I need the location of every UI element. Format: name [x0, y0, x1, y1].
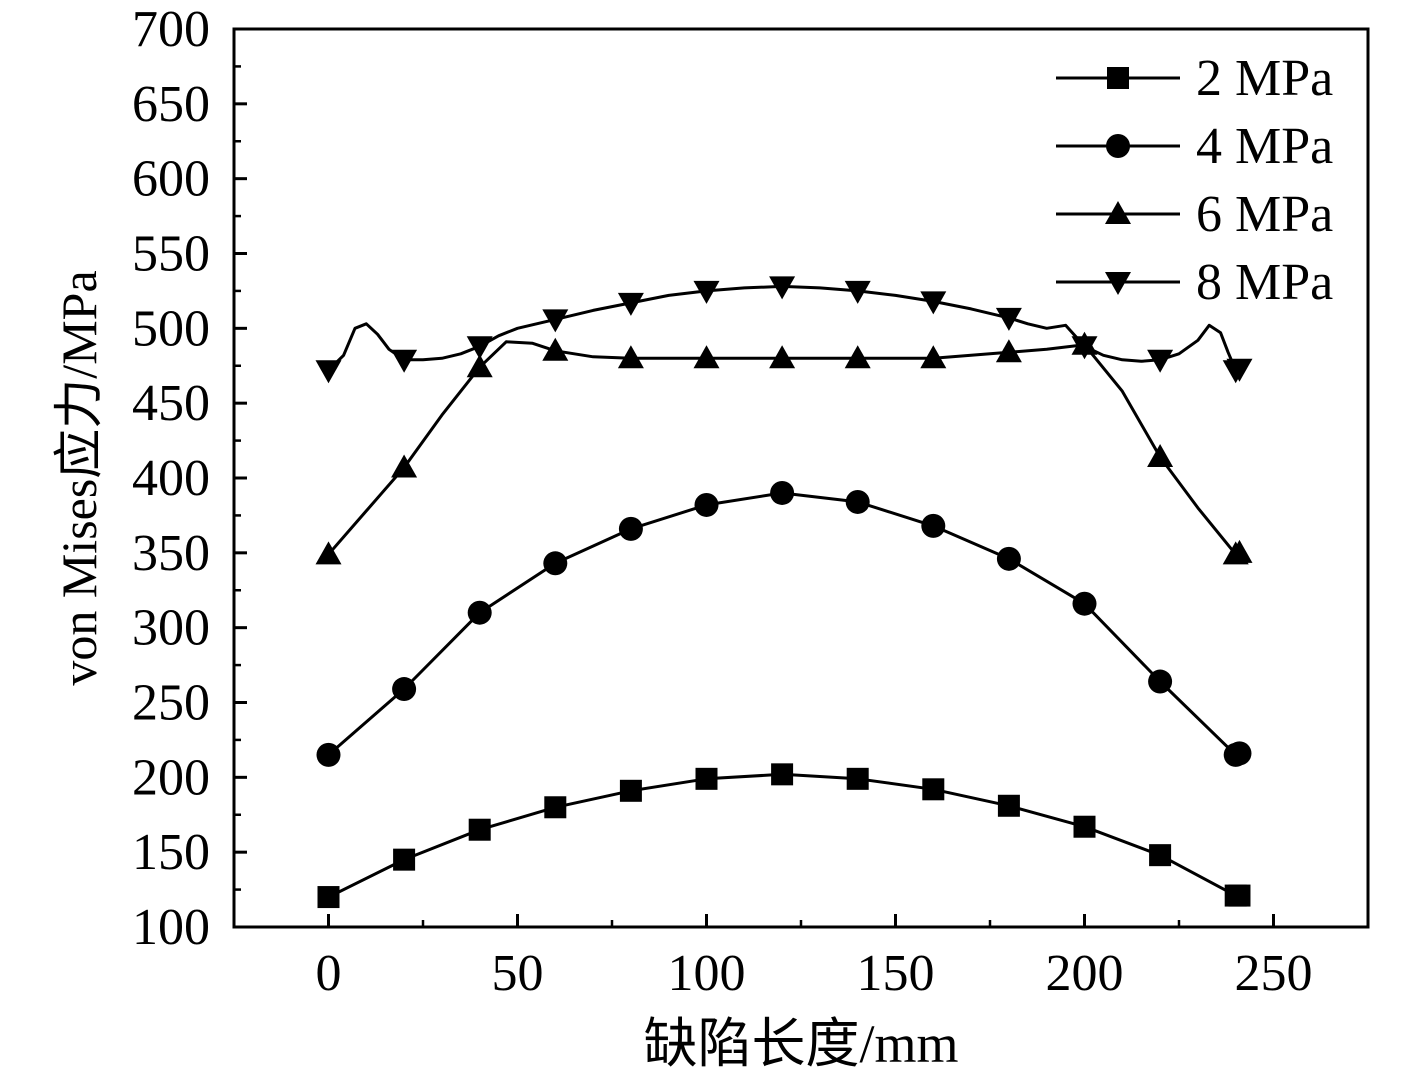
series-1: [317, 763, 1251, 909]
y-axis-label: von Mises应力/MPa: [51, 270, 107, 685]
series-layer: [315, 276, 1253, 909]
data-point: [543, 551, 568, 576]
data-point: [693, 345, 720, 369]
series-line: [327, 340, 1241, 556]
data-point: [693, 280, 720, 304]
legend-marker: [1107, 67, 1129, 89]
x-tick-label: 100: [668, 945, 746, 1002]
legend-item: 4 MPa: [1056, 118, 1333, 175]
series-3: [315, 331, 1253, 565]
legend: 2 MPa 4 MPa 6 MPa 8 MPa: [1056, 50, 1333, 311]
y-tick-label: 400: [132, 450, 210, 507]
data-point: [695, 767, 718, 790]
legend-item: 2 MPa: [1056, 50, 1333, 107]
data-point: [392, 677, 417, 702]
data-point: [468, 818, 491, 841]
data-point: [466, 354, 493, 378]
data-point: [844, 280, 871, 304]
legend-label: 8 MPa: [1196, 254, 1333, 311]
legend-label: 4 MPa: [1196, 118, 1333, 175]
data-point: [1149, 844, 1172, 867]
data-point: [1147, 444, 1174, 468]
data-point: [995, 307, 1022, 331]
legend-label: 2 MPa: [1196, 50, 1333, 107]
y-axis: 100 150 200 250 300 350 400 450 500 550 600 650 700: [132, 1, 247, 956]
data-point: [618, 516, 643, 541]
data-point: [619, 779, 642, 802]
data-point: [997, 794, 1020, 817]
y-tick-label: 550: [132, 226, 210, 283]
series-line: [327, 491, 1241, 757]
data-point: [316, 742, 341, 767]
data-point: [769, 276, 796, 300]
series-4: [315, 276, 1253, 384]
data-point: [920, 345, 947, 369]
y-tick-label: 700: [132, 1, 210, 58]
data-point: [542, 337, 569, 361]
data-point: [769, 345, 796, 369]
data-point: [771, 763, 794, 786]
x-tick-label: 0: [316, 945, 342, 1002]
data-point: [1148, 669, 1173, 694]
legend-marker: [1106, 134, 1130, 158]
y-tick-label: 300: [132, 600, 210, 657]
data-point: [921, 513, 946, 538]
x-tick-label: 50: [492, 945, 544, 1002]
y-tick-label: 650: [132, 76, 210, 133]
x-tick-label: 150: [857, 945, 935, 1002]
data-point: [317, 886, 340, 909]
data-point: [544, 796, 567, 819]
data-point: [1073, 815, 1096, 838]
data-point: [1072, 591, 1097, 616]
x-tick-label: 200: [1046, 945, 1124, 1002]
y-tick-label: 200: [132, 749, 210, 806]
data-point: [995, 339, 1022, 363]
data-point: [1227, 741, 1252, 766]
data-point: [1228, 884, 1251, 907]
data-point: [922, 778, 945, 801]
x-tick-label: 250: [1235, 945, 1313, 1002]
data-point: [617, 345, 644, 369]
y-tick-label: 350: [132, 525, 210, 582]
legend-marker: [1105, 201, 1131, 224]
data-point: [846, 767, 869, 790]
legend-item: 6 MPa: [1056, 186, 1333, 243]
series-line: [327, 772, 1240, 899]
data-point: [542, 309, 569, 333]
x-axis-label: 缺陷长度/mm: [643, 1014, 958, 1074]
legend-marker: [1105, 272, 1131, 295]
y-tick-label: 600: [132, 151, 210, 208]
data-point: [391, 454, 418, 478]
y-tick-label: 450: [132, 375, 210, 432]
data-point: [1226, 539, 1253, 563]
data-point: [315, 360, 342, 384]
data-point: [1071, 336, 1098, 360]
data-point: [770, 480, 795, 505]
y-tick-label: 250: [132, 675, 210, 732]
legend-label: 6 MPa: [1196, 186, 1333, 243]
data-point: [845, 489, 870, 514]
x-axis: 0 50 100 150 200 250: [316, 914, 1313, 1002]
data-point: [694, 492, 719, 517]
y-tick-label: 500: [132, 300, 210, 357]
data-point: [315, 541, 342, 565]
data-point: [467, 600, 492, 625]
legend-item: 8 MPa: [1056, 254, 1333, 311]
data-point: [920, 291, 947, 315]
data-point: [1147, 349, 1174, 373]
data-point: [617, 292, 644, 316]
data-point: [391, 349, 418, 373]
data-point: [1226, 358, 1253, 382]
data-point: [393, 848, 416, 871]
y-tick-label: 100: [132, 899, 210, 956]
y-tick-label: 150: [132, 824, 210, 881]
data-point: [844, 345, 871, 369]
data-point: [466, 336, 493, 360]
series-2: [316, 480, 1252, 767]
data-point: [996, 546, 1021, 571]
